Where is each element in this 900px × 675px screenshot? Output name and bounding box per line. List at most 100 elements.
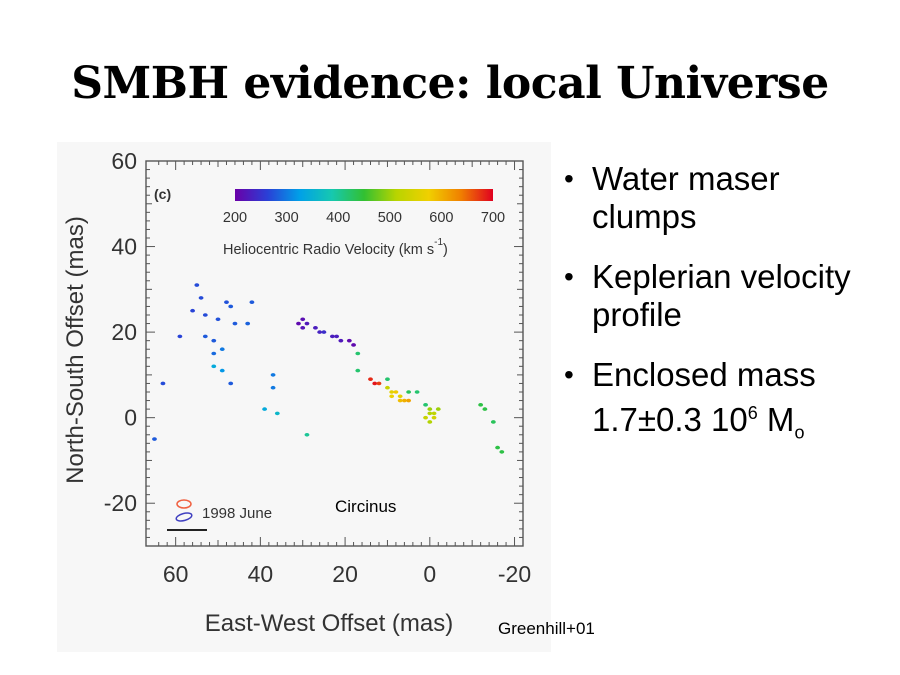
maser-spot (177, 334, 183, 339)
maser-spot (329, 334, 335, 339)
plot-frame (145, 160, 524, 547)
maser-spot (355, 368, 361, 373)
source-citation: Greenhill+01 (498, 619, 595, 638)
maser-spot (262, 407, 268, 411)
colorbar-tick-label: 400 (326, 210, 350, 226)
bullet-dot-icon: • (564, 261, 574, 292)
bullet-dot-icon: • (564, 163, 574, 194)
legend-label: 1998 June (202, 505, 272, 522)
colorbar-label-sup: -1 (434, 237, 443, 248)
maser-spot (397, 398, 403, 403)
maser-spot (423, 403, 428, 407)
x-tick-label: 60 (163, 561, 189, 587)
maser-spot (346, 338, 352, 343)
maser-spot (490, 420, 496, 424)
maser-spot (202, 334, 208, 339)
maser-spot (270, 373, 276, 377)
x-tick-labels: 60 40 20 0 -20 (163, 561, 531, 587)
y-tick-label: 0 (124, 405, 137, 431)
maser-spot (376, 381, 382, 386)
y-tick-label: -20 (104, 490, 137, 516)
maser-spot (435, 407, 441, 411)
colorbar-label-text: Heliocentric Radio Velocity (km s (223, 242, 434, 258)
maser-spot (274, 411, 280, 416)
maser-spot (495, 445, 500, 450)
panel-label: (c) (154, 186, 171, 202)
bullet-text: Enclosed mass 1.7±0.3 10 (592, 356, 816, 438)
maser-spot (414, 390, 420, 394)
maser-spots (152, 283, 505, 454)
maser-spot (300, 317, 306, 322)
bullet-text-unit: M (757, 401, 795, 438)
maser-spot (338, 338, 344, 343)
maser-spot (194, 283, 200, 287)
bullet-dot-icon: • (564, 359, 574, 390)
colorbar-tick-label: 200 (223, 210, 247, 226)
y-axis-label: North-South Offset (mas) (62, 216, 89, 484)
maser-spot (431, 411, 437, 416)
maser-spot (270, 385, 276, 390)
maser-spot (317, 330, 323, 334)
maser-spot (406, 390, 412, 394)
colorbar-tick-label: 600 (429, 210, 453, 226)
maser-spot (478, 403, 484, 407)
y-tick-labels: 60 40 20 0 -20 (104, 148, 137, 516)
bullet-item: • Water maser clumps (560, 160, 890, 236)
x-axis-label: East-West Offset (mas) (205, 610, 454, 637)
x-tick-label: 20 (332, 561, 358, 587)
colorbar-label: Heliocentric Radio Velocity (km s-1) (223, 237, 448, 258)
y-tick-label: 60 (111, 148, 137, 174)
velocity-colorbar (235, 189, 493, 201)
maser-spot (355, 351, 361, 356)
maser-spot (219, 347, 225, 352)
maser-spot (211, 351, 217, 356)
maser-spot (152, 437, 157, 441)
maser-spot (482, 407, 488, 411)
slide-title: SMBH evidence: local Universe (71, 58, 829, 109)
maser-spot (401, 398, 407, 403)
bullet-text: Water maser clumps (592, 160, 780, 235)
maser-spot (427, 411, 433, 416)
y-tick-label: 20 (111, 319, 137, 345)
maser-spot (334, 334, 340, 339)
maser-spot (300, 326, 306, 330)
maser-spot (219, 368, 225, 373)
bullet-text: Keplerian velocity profile (592, 258, 851, 333)
maser-scatter-plot: (c) 200 300 400 500 600 700 Heliocentric Radi… (62, 148, 531, 637)
maser-spot (304, 432, 310, 437)
maser-spot (215, 317, 221, 322)
maser-spot (368, 377, 373, 381)
maser-spot (389, 390, 395, 394)
maser-figure: (c) 200 300 400 500 600 700 Heliocentric Radi… (57, 142, 551, 652)
maser-spot (406, 398, 412, 403)
colorbar-tick-label: 300 (274, 210, 298, 226)
bullet-item: • Keplerian velocity profile (560, 258, 890, 334)
maser-spot (499, 450, 505, 454)
bullet-item: • Enclosed mass 1.7±0.3 106 Mo (560, 356, 890, 452)
maser-spot (385, 377, 390, 381)
x-tick-label: 40 (248, 561, 274, 587)
maser-spot (296, 321, 301, 326)
maser-spot (211, 338, 217, 343)
maser-spot (228, 304, 234, 309)
bullet-list: • Water maser clumps • Keplerian velocity … (560, 160, 890, 474)
maser-spot (397, 394, 403, 399)
x-tick-label: 0 (423, 561, 436, 587)
maser-spot (431, 415, 437, 420)
maser-spot (385, 385, 390, 390)
x-tick-label: -20 (498, 561, 531, 587)
maser-spot (190, 308, 195, 313)
colorbar-tick-labels: 200 300 400 500 600 700 (223, 210, 505, 226)
maser-spot (202, 313, 208, 317)
maser-spot (160, 381, 166, 386)
maser-spot (249, 300, 255, 304)
maser-spot (304, 321, 310, 326)
exponent: 6 (747, 403, 758, 423)
maser-spot (372, 381, 378, 386)
legend-beam-blue (175, 512, 193, 522)
maser-spot (427, 420, 433, 424)
maser-spot (351, 343, 356, 347)
legend-beam-red (176, 499, 192, 509)
maser-spot (228, 381, 234, 386)
solar-subscript: o (794, 422, 805, 443)
